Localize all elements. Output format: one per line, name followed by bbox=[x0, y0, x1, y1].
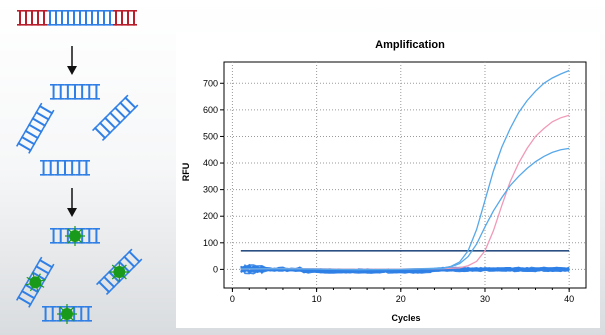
x-tick-label: 10 bbox=[312, 294, 322, 304]
template-strand bbox=[17, 10, 137, 26]
chart-title: Amplification bbox=[375, 39, 445, 51]
probed-amplicon bbox=[96, 248, 143, 296]
arrow-down-icon bbox=[67, 188, 77, 217]
amplicon-ladder bbox=[16, 102, 55, 154]
amplicon-ladder bbox=[92, 94, 139, 142]
arrow-down-icon bbox=[67, 46, 77, 75]
probe-star bbox=[57, 304, 77, 324]
amplicon bbox=[40, 160, 90, 176]
y-tick-label: 0 bbox=[213, 264, 218, 274]
amplicon bbox=[92, 94, 139, 142]
x-tick-label: 20 bbox=[396, 294, 406, 304]
probe-star bbox=[109, 261, 130, 282]
amplicon-ladder bbox=[40, 160, 90, 176]
amplicon bbox=[50, 84, 100, 100]
y-tick-label: 400 bbox=[203, 158, 218, 168]
y-tick-label: 500 bbox=[203, 131, 218, 141]
probe-star bbox=[25, 272, 46, 293]
probed-amplicon bbox=[16, 256, 55, 308]
probed-amplicon bbox=[42, 304, 92, 324]
amplicon-ladder bbox=[50, 84, 100, 100]
dna-strand-icon bbox=[17, 10, 137, 26]
x-axis-label: Cycles bbox=[391, 313, 420, 323]
x-tick-label: 0 bbox=[230, 294, 235, 304]
probe-star bbox=[65, 226, 85, 246]
pcr-probe-diagram bbox=[16, 10, 143, 324]
x-tick-label: 40 bbox=[564, 294, 574, 304]
amplification-chart: Amplification RFU Cycles 0 10 20 30 40 0 100 20… bbox=[176, 32, 600, 328]
x-tick-label: 30 bbox=[480, 294, 490, 304]
dna-strand-icon bbox=[16, 84, 139, 176]
y-tick-label: 700 bbox=[203, 78, 218, 88]
amplicon bbox=[16, 102, 55, 154]
template-ladder bbox=[17, 10, 137, 26]
y-tick-label: 600 bbox=[203, 105, 218, 115]
amplification-curve-3 bbox=[240, 147, 570, 271]
probed-amplicon bbox=[50, 226, 100, 246]
y-tick-label: 300 bbox=[203, 185, 218, 195]
y-axis-label: RFU bbox=[181, 163, 191, 182]
y-tick-label: 200 bbox=[203, 211, 218, 221]
chart-svg: Amplification RFU Cycles 0 10 20 30 40010020… bbox=[181, 39, 587, 323]
fluorescent-probe-icon bbox=[16, 226, 143, 324]
y-tick-label: 100 bbox=[203, 238, 218, 248]
